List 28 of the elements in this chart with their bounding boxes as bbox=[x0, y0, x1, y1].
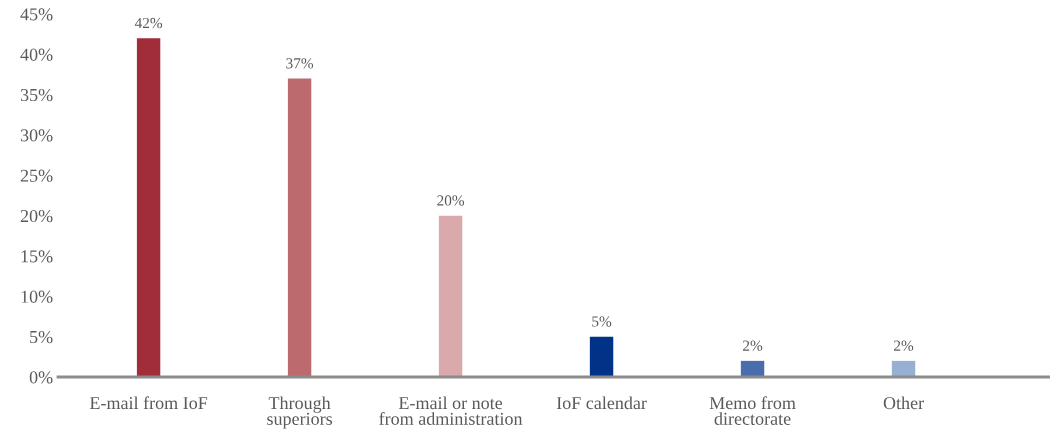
bar bbox=[287, 78, 312, 377]
data-label: 2% bbox=[894, 340, 914, 351]
x-tick-label: Memo from directorate bbox=[709, 396, 796, 425]
bar bbox=[891, 360, 916, 377]
x-tick-label: Other bbox=[883, 396, 924, 410]
y-tick-label: 40% bbox=[20, 48, 53, 61]
x-tick-label: E-mail or note from administration bbox=[379, 396, 523, 425]
y-tick-label: 5% bbox=[30, 330, 53, 344]
bar bbox=[136, 38, 161, 377]
bar bbox=[589, 336, 614, 377]
y-tick-label: 10% bbox=[21, 290, 53, 303]
data-label: 42% bbox=[134, 17, 163, 29]
y-tick-label: 20% bbox=[20, 209, 53, 223]
bar bbox=[438, 215, 463, 377]
x-tick-label: Through superiors bbox=[267, 396, 333, 429]
data-label: 5% bbox=[592, 316, 612, 327]
bar bbox=[740, 360, 765, 377]
y-tick-label: 45% bbox=[20, 8, 53, 21]
data-label: 20% bbox=[437, 195, 465, 206]
data-label: 2% bbox=[743, 340, 763, 351]
x-tick-label: IoF calendar bbox=[556, 396, 647, 410]
y-tick-label: 15% bbox=[21, 250, 53, 263]
y-tick-label: 0% bbox=[29, 371, 53, 384]
x-tick-label: E-mail from IoF bbox=[89, 396, 208, 410]
y-tick-label: 25% bbox=[20, 169, 53, 182]
y-tick-label: 30% bbox=[20, 129, 53, 142]
data-label: 37% bbox=[286, 58, 314, 69]
y-tick-label: 35% bbox=[20, 88, 53, 102]
